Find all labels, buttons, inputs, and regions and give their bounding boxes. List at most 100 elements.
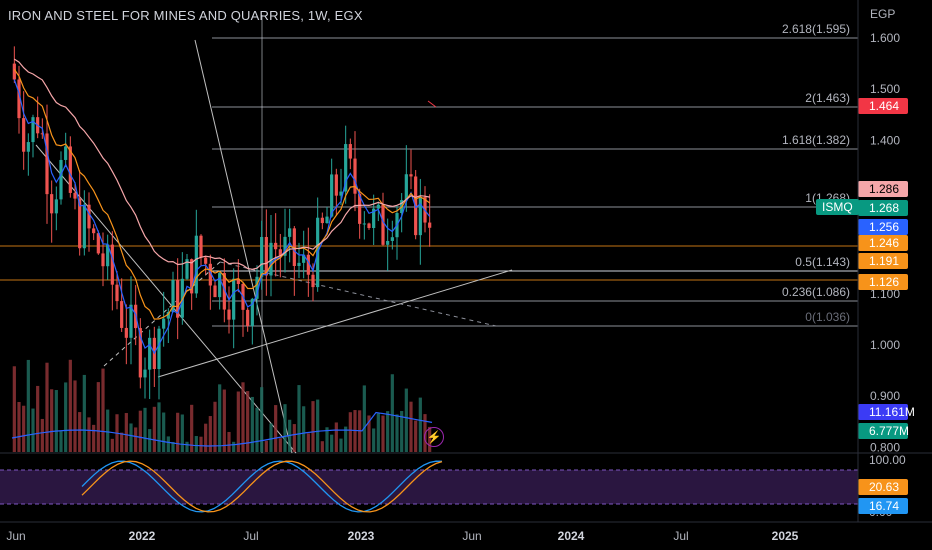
time-tick: 2023 — [348, 529, 375, 543]
volume-bar — [185, 441, 189, 452]
candle-body — [124, 327, 128, 338]
volume-bar — [134, 427, 138, 452]
volume-bar — [78, 412, 82, 452]
volume-bar — [283, 404, 287, 452]
volume-bar — [180, 414, 184, 452]
candle-body — [222, 273, 226, 310]
volume-bar — [50, 389, 54, 452]
volume-bar — [390, 374, 394, 452]
candle-body — [339, 191, 343, 196]
price-badge — [858, 404, 908, 420]
volume-bar — [330, 434, 334, 452]
volume-bar — [386, 411, 390, 452]
volume-bar — [334, 422, 338, 452]
candle-body — [269, 242, 273, 276]
candle-body — [87, 204, 91, 229]
volume-bar — [236, 391, 240, 452]
trendline — [157, 269, 513, 378]
volume-bar — [40, 418, 44, 452]
time-tick: 2022 — [129, 529, 156, 543]
price-badge — [858, 235, 908, 251]
volume-bar — [418, 397, 422, 452]
price-tick: 1.500 — [870, 82, 900, 96]
candle-body — [50, 194, 54, 214]
volume-bar — [348, 412, 352, 452]
volume-bar — [278, 438, 282, 452]
volume-bar — [400, 411, 404, 452]
volume-bar — [372, 428, 376, 452]
volume-bar — [381, 415, 385, 452]
symbol-tag: ISMQ — [816, 199, 859, 215]
price-badge-label: 1.286 — [869, 182, 899, 196]
candle-body — [297, 262, 301, 266]
trendline — [194, 39, 293, 454]
candle-body — [302, 254, 306, 263]
candle-body — [292, 228, 296, 266]
volume-bar — [376, 413, 380, 452]
candle-body — [31, 117, 35, 143]
candle-body — [409, 174, 413, 177]
price-badge-label: 1.256 — [869, 220, 899, 234]
fib-label: 2(1.463) — [805, 91, 850, 105]
price-badge — [858, 219, 908, 235]
volume-bar — [54, 390, 58, 452]
volume-bar — [194, 436, 198, 452]
candle-body — [96, 233, 100, 254]
volume-bar — [176, 412, 180, 452]
candle-body — [22, 118, 26, 152]
candle-body — [353, 158, 357, 194]
candle-body — [213, 285, 217, 298]
volume-bar — [190, 404, 194, 452]
volume-bar — [96, 382, 100, 452]
candle-body — [330, 174, 334, 217]
price-badge — [858, 181, 908, 197]
candle-body — [362, 223, 366, 225]
candle-body — [59, 159, 63, 200]
volume-bar — [138, 410, 142, 452]
candle-body — [386, 240, 390, 245]
volume-bar — [124, 413, 128, 452]
volume-bar — [274, 405, 278, 452]
volume-bar — [260, 387, 264, 452]
price-badge — [858, 274, 908, 290]
candle-body — [54, 199, 58, 214]
volume-bar — [325, 427, 329, 452]
currency-label: EGP — [870, 7, 896, 21]
volume-bar — [110, 438, 114, 452]
volume-bar — [17, 402, 21, 452]
volume-bar — [255, 407, 259, 452]
candle-body — [381, 204, 385, 245]
candle-body — [45, 133, 49, 195]
price-badge — [858, 98, 908, 114]
volume-bar — [120, 432, 124, 452]
price-badge-label: 1.246 — [869, 236, 899, 250]
volume-bar — [320, 441, 324, 452]
volume-bar — [31, 408, 35, 452]
volume-bar — [12, 366, 16, 452]
candle-body — [106, 244, 110, 267]
candle-body — [162, 318, 166, 329]
candle-body — [306, 254, 310, 275]
ma-line-pink — [13, 58, 430, 270]
volume-bar — [166, 436, 170, 452]
lightning-icon[interactable]: ⚡ — [424, 427, 444, 447]
candle-body — [344, 144, 348, 192]
candle-body — [82, 204, 86, 249]
volume-bar — [22, 405, 26, 452]
candle-body — [78, 198, 82, 249]
candle-body — [288, 228, 292, 237]
rsi-band — [0, 470, 858, 504]
volume-bar — [232, 441, 236, 452]
volume-bar — [157, 402, 161, 452]
stoch-k-line — [81, 460, 443, 513]
fib-label: 0(1.036) — [805, 310, 850, 324]
volume-bar — [250, 396, 254, 452]
volume-bar — [129, 423, 133, 452]
volume-bar — [73, 380, 77, 452]
volume-bar — [59, 431, 63, 452]
candle-body — [204, 257, 208, 264]
volume-bar — [36, 385, 40, 452]
candle-body — [348, 144, 352, 159]
candle-body — [148, 337, 152, 370]
